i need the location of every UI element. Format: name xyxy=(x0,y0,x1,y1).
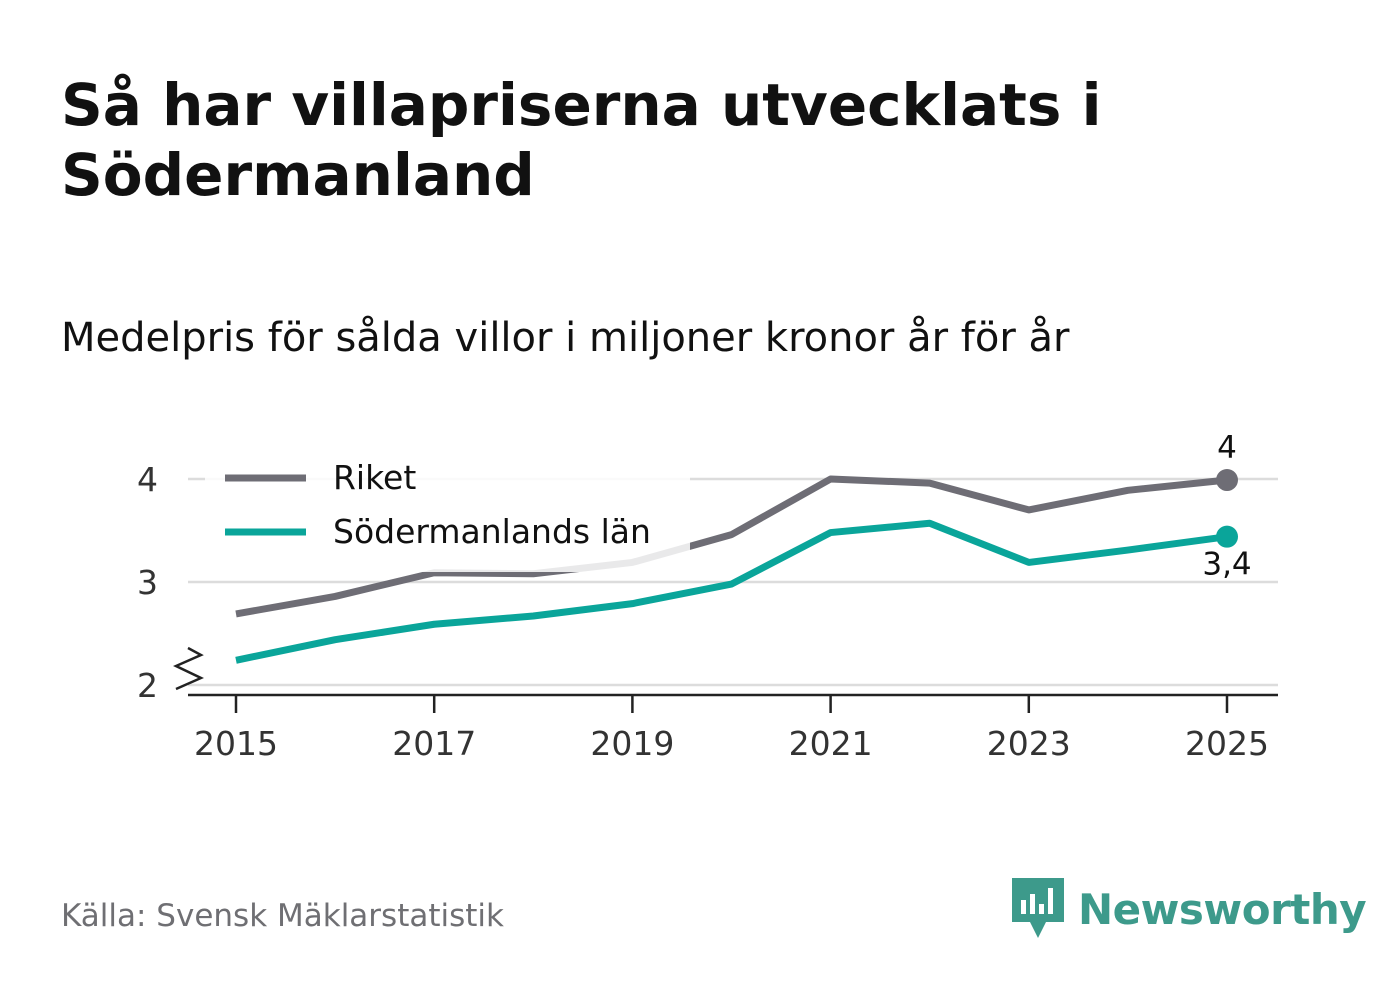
x-tick-label-2025: 2025 xyxy=(1185,724,1269,763)
x-tick-label-2015: 2015 xyxy=(194,724,278,763)
legend-label-0: Riket xyxy=(333,458,416,497)
y-tick-label-4: 4 xyxy=(137,460,158,499)
series-lines xyxy=(235,475,1228,664)
series-line-riket xyxy=(235,475,1228,618)
brand-name: Newsworthy xyxy=(1078,884,1367,934)
axes: 2 3 4 2015 2017 2019 2021 2023 2025 xyxy=(137,460,1278,763)
end-label-0: 4 xyxy=(1217,430,1237,466)
data-labels: 43,4 xyxy=(1202,430,1251,583)
series-line-sodermanland xyxy=(235,519,1228,664)
x-tick-label-2017: 2017 xyxy=(392,724,476,763)
end-point-0 xyxy=(1216,469,1238,492)
legend: Riket Södermanlands län xyxy=(205,442,690,572)
x-tick-label-2019: 2019 xyxy=(590,724,674,763)
x-tick-label-2023: 2023 xyxy=(987,724,1071,763)
newsworthy-logo-icon xyxy=(1012,878,1064,938)
brand-logo: Newsworthy xyxy=(1012,878,1367,940)
chart-title: Så har villapriserna utvecklats i Söderm… xyxy=(61,71,1102,209)
x-tick-label-2021: 2021 xyxy=(789,724,873,763)
legend-background xyxy=(205,442,690,572)
chart-subtitle: Medelpris för sålda villor i miljoner kr… xyxy=(61,315,1070,361)
legend-label-1: Södermanlands län xyxy=(333,512,651,551)
end-label-1: 3,4 xyxy=(1202,547,1251,583)
source-note: Källa: Svensk Mäklarstatistik xyxy=(61,898,504,934)
axis-break-icon xyxy=(173,646,204,691)
end-point-1 xyxy=(1216,525,1238,548)
y-tick-label-3: 3 xyxy=(137,563,158,602)
y-tick-label-2: 2 xyxy=(137,666,158,705)
